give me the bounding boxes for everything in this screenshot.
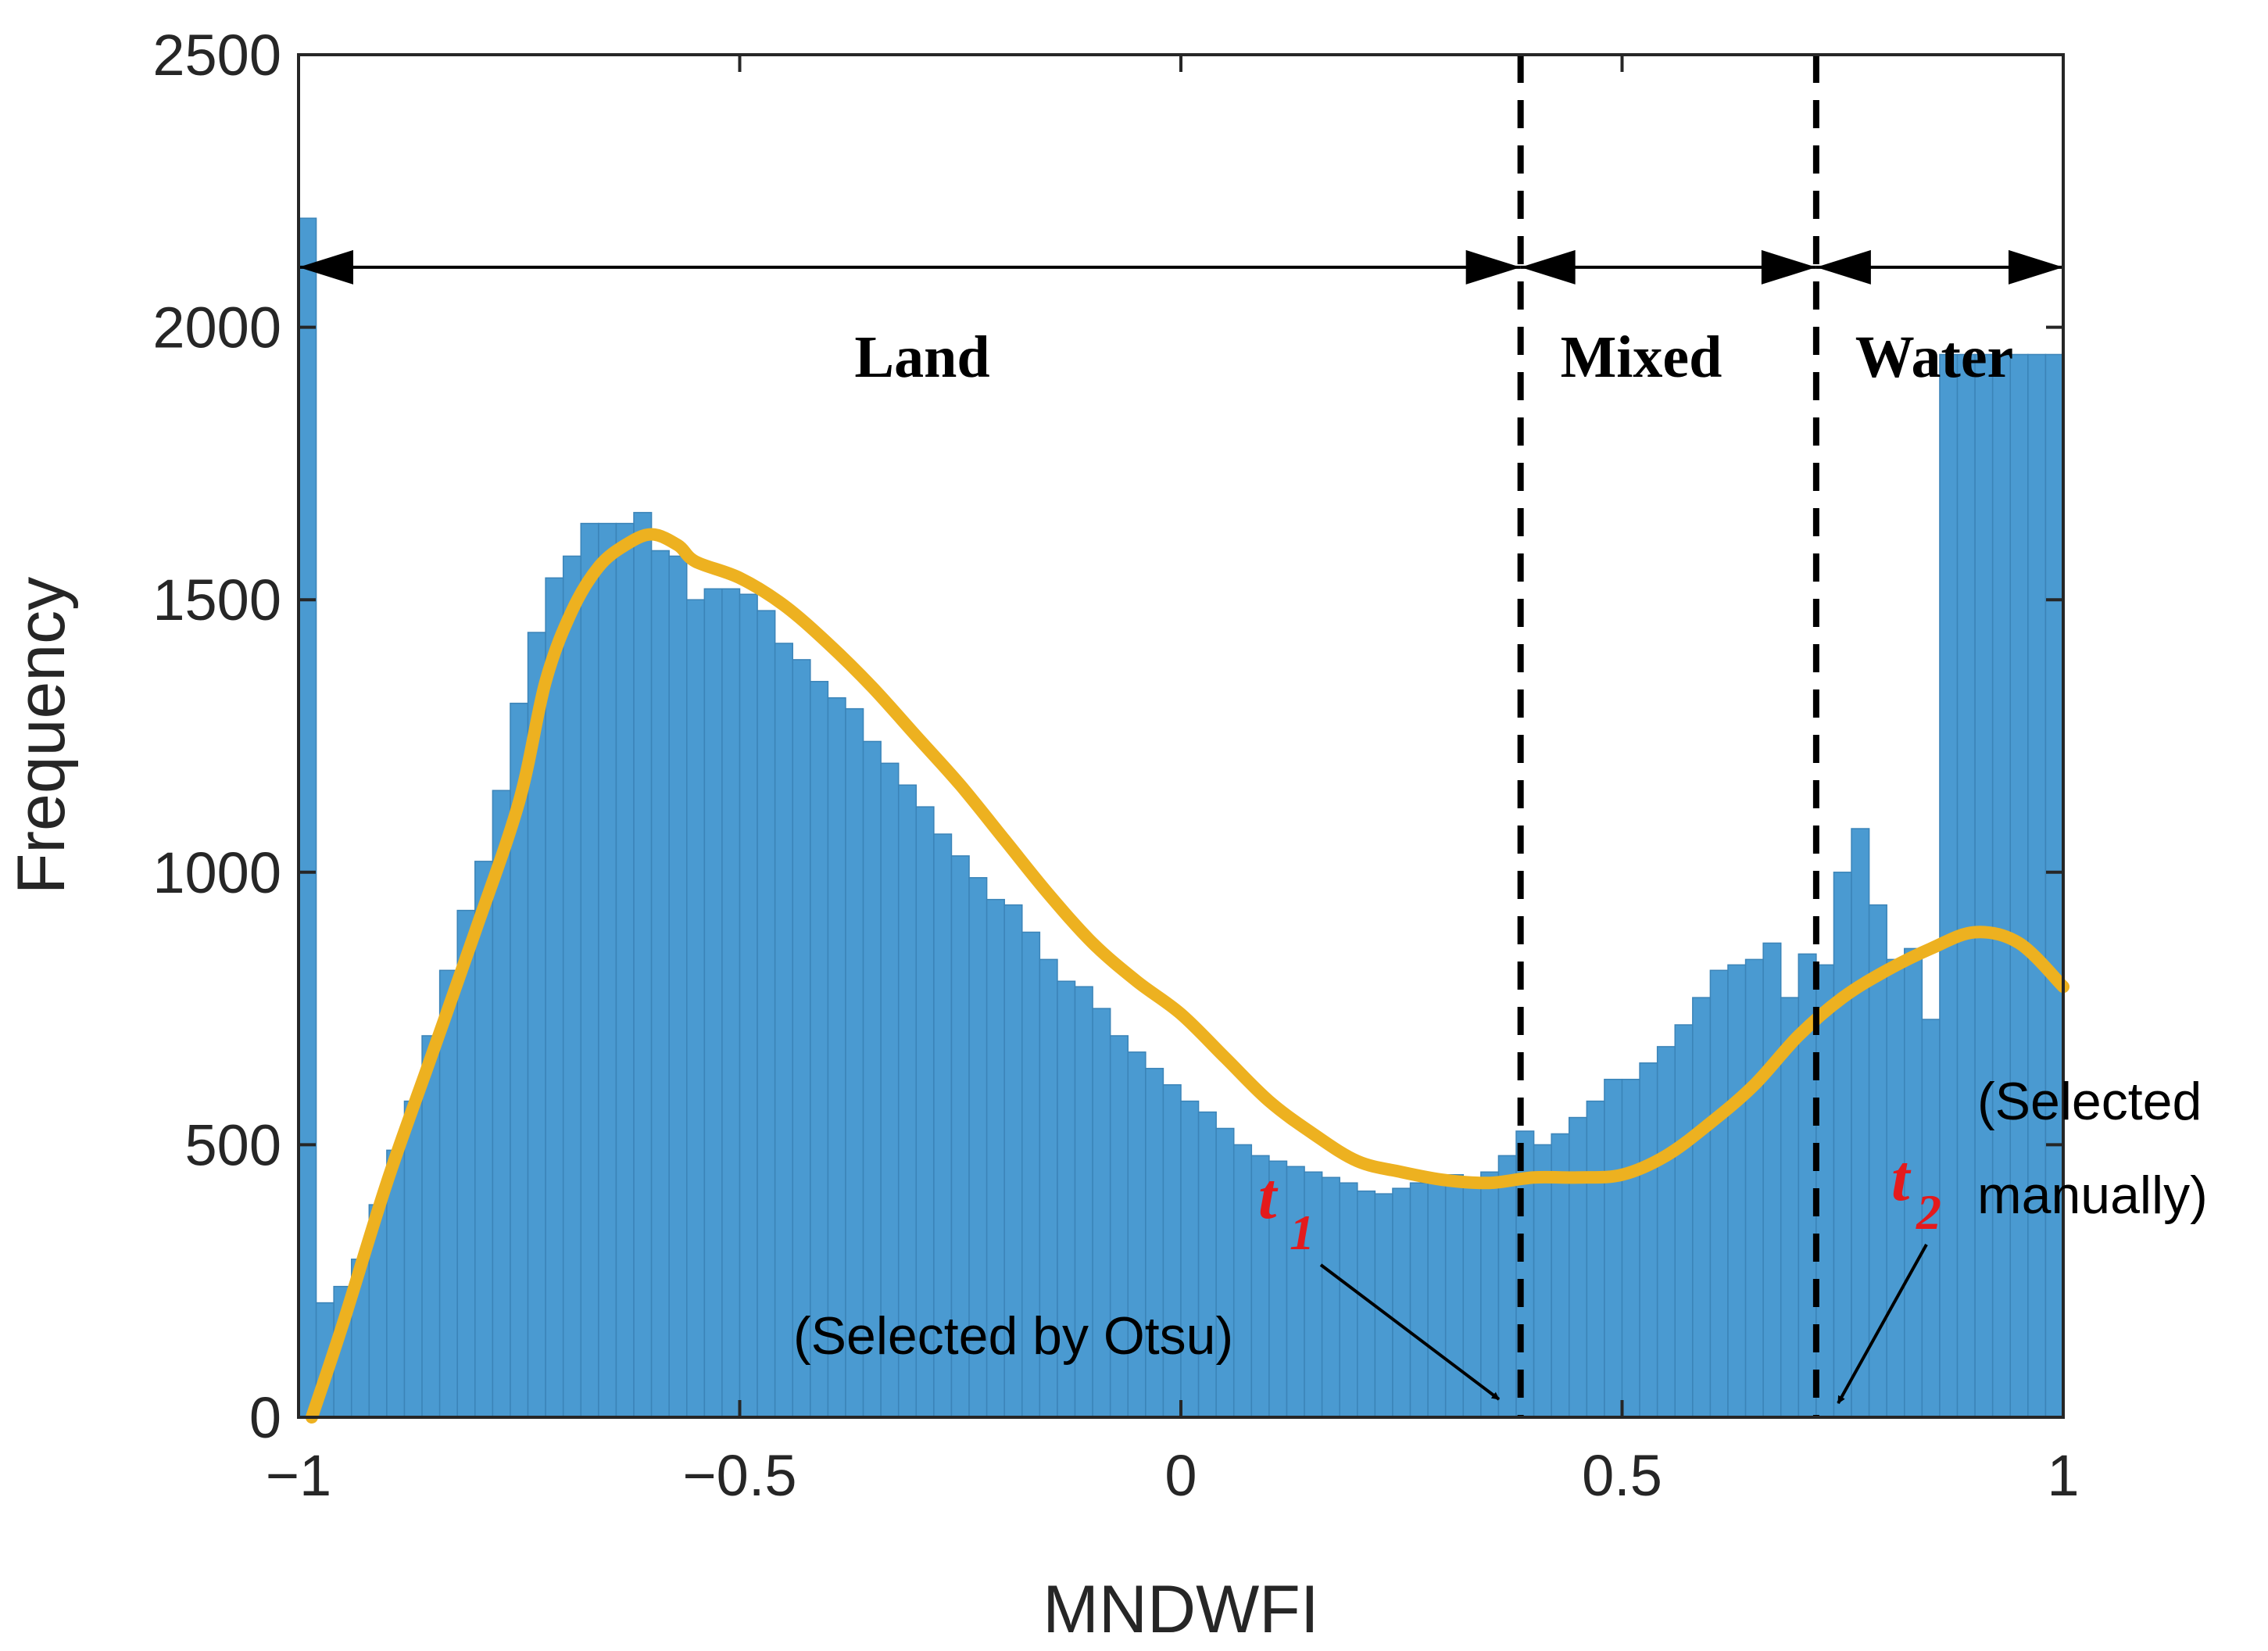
region-arrowhead-right-2 bbox=[1761, 249, 1816, 285]
t2-subscript: 2 bbox=[1916, 1184, 1941, 1240]
histogram-bar bbox=[1762, 942, 1782, 1418]
region-label-mixed: Mixed bbox=[1561, 324, 1722, 390]
histogram-bar bbox=[1674, 1024, 1694, 1418]
y-tick-label: 1500 bbox=[152, 568, 281, 632]
histogram-bar bbox=[1709, 969, 1729, 1418]
region-arrowhead-left-2 bbox=[1520, 249, 1576, 285]
histogram-bar bbox=[721, 588, 741, 1418]
histogram-bar bbox=[1321, 1176, 1340, 1418]
histogram-bar bbox=[1533, 1144, 1552, 1418]
histogram-bar bbox=[2027, 353, 2047, 1418]
histogram-bar bbox=[1939, 353, 1959, 1418]
histogram-bar bbox=[1974, 353, 1994, 1418]
t1-symbol: t bbox=[1258, 1160, 1279, 1233]
histogram-bar bbox=[1232, 1144, 1253, 1418]
histogram-bar bbox=[298, 217, 317, 1418]
histogram-bar bbox=[757, 610, 776, 1418]
t1-note: (Selected by Otsu) bbox=[793, 1306, 1233, 1366]
histogram-bar bbox=[1374, 1193, 1393, 1418]
histogram-bar bbox=[598, 522, 617, 1418]
histogram-bar bbox=[1197, 1111, 1217, 1418]
histogram-bar bbox=[633, 511, 653, 1418]
histogram-bar bbox=[1339, 1182, 1358, 1418]
histogram-bar bbox=[739, 593, 758, 1418]
histogram-bar bbox=[1569, 1116, 1588, 1418]
y-axis-label: Frequency bbox=[4, 577, 79, 894]
histogram-bar bbox=[1162, 1083, 1182, 1418]
histogram-bar bbox=[1462, 1176, 1482, 1418]
histogram-bar bbox=[1956, 353, 1976, 1418]
histogram-bar bbox=[1497, 1155, 1517, 1418]
histogram-bar bbox=[1656, 1046, 1676, 1418]
histogram-bar bbox=[1727, 964, 1747, 1418]
histogram-bar bbox=[668, 555, 688, 1418]
region-range-arrows bbox=[299, 249, 2063, 285]
curve-layer bbox=[305, 528, 2069, 1424]
t1-subscript: 1 bbox=[1290, 1205, 1315, 1260]
t1-pointer-arrow bbox=[1319, 1263, 1501, 1401]
histogram-bar bbox=[1586, 1100, 1605, 1418]
histogram-bar bbox=[1409, 1182, 1429, 1418]
threshold-lines bbox=[1517, 55, 1819, 1417]
t2-note-line2: manually) bbox=[1977, 1166, 2208, 1225]
x-tick-label: −1 bbox=[266, 1443, 331, 1508]
histogram-bar bbox=[686, 599, 706, 1418]
region-arrowhead-left-1 bbox=[299, 249, 353, 285]
region-arrowhead-right-3 bbox=[2009, 249, 2063, 285]
histogram-bar bbox=[1744, 958, 1764, 1418]
histogram-bar bbox=[650, 550, 670, 1418]
histogram-bar bbox=[792, 659, 811, 1418]
y-tick-label: 1000 bbox=[152, 840, 281, 905]
axis-ticks: −1 −0.5 0 0.5 1 0 500 1000 1500 2000 2500 bbox=[152, 23, 2079, 1508]
x-tick-label: −0.5 bbox=[682, 1443, 796, 1508]
histogram-bar bbox=[1692, 997, 1712, 1418]
histogram-bar bbox=[1851, 828, 1870, 1418]
histogram-bar bbox=[1215, 1127, 1235, 1418]
t2-note-line1: (Selected bbox=[1977, 1072, 2202, 1131]
histogram-bar bbox=[615, 522, 635, 1418]
histogram-bar bbox=[1427, 1176, 1447, 1418]
x-axis-label: MNDWFI bbox=[1043, 1572, 1318, 1647]
region-label-water: Water bbox=[1855, 324, 2014, 390]
histogram-bar bbox=[703, 588, 723, 1418]
histogram-bar bbox=[2009, 353, 2029, 1418]
histogram-bar bbox=[2044, 353, 2064, 1418]
histogram-bar bbox=[545, 577, 564, 1418]
histogram-bar bbox=[1392, 1187, 1411, 1418]
histogram-bar bbox=[1639, 1062, 1658, 1418]
y-tick-label: 2000 bbox=[152, 295, 281, 360]
histogram-bar bbox=[1833, 872, 1852, 1418]
histogram-bar bbox=[1444, 1173, 1465, 1418]
histogram-bar bbox=[474, 861, 494, 1418]
y-tick-label: 500 bbox=[185, 1112, 281, 1177]
histogram-bar bbox=[403, 1100, 423, 1418]
x-tick-label: 1 bbox=[2047, 1443, 2079, 1508]
region-label-land: Land bbox=[854, 324, 989, 390]
y-tick-label: 2500 bbox=[152, 23, 281, 88]
threshold-t2-label: t 2 bbox=[1891, 1142, 1941, 1240]
histogram-bar bbox=[1604, 1078, 1623, 1418]
x-tick-label: 0 bbox=[1164, 1443, 1197, 1508]
histogram-bar bbox=[1621, 1078, 1640, 1418]
histogram-bar bbox=[562, 555, 582, 1418]
histogram-bar bbox=[580, 522, 599, 1418]
region-arrowhead-left-3 bbox=[1815, 249, 1871, 285]
histogram-bar bbox=[1480, 1171, 1500, 1418]
histogram-bar bbox=[1180, 1100, 1200, 1418]
y-tick-label: 0 bbox=[249, 1385, 281, 1450]
region-arrowhead-right-1 bbox=[1465, 249, 1521, 285]
t2-symbol: t bbox=[1891, 1142, 1912, 1215]
t2-pointer-arrow bbox=[1837, 1244, 1928, 1404]
histogram-bar bbox=[774, 643, 793, 1418]
smoothed-curve bbox=[305, 528, 2069, 1424]
x-tick-label: 0.5 bbox=[1582, 1443, 1662, 1508]
threshold-t1-label: t 1 bbox=[1258, 1160, 1315, 1260]
histogram-bar bbox=[1991, 353, 2012, 1418]
